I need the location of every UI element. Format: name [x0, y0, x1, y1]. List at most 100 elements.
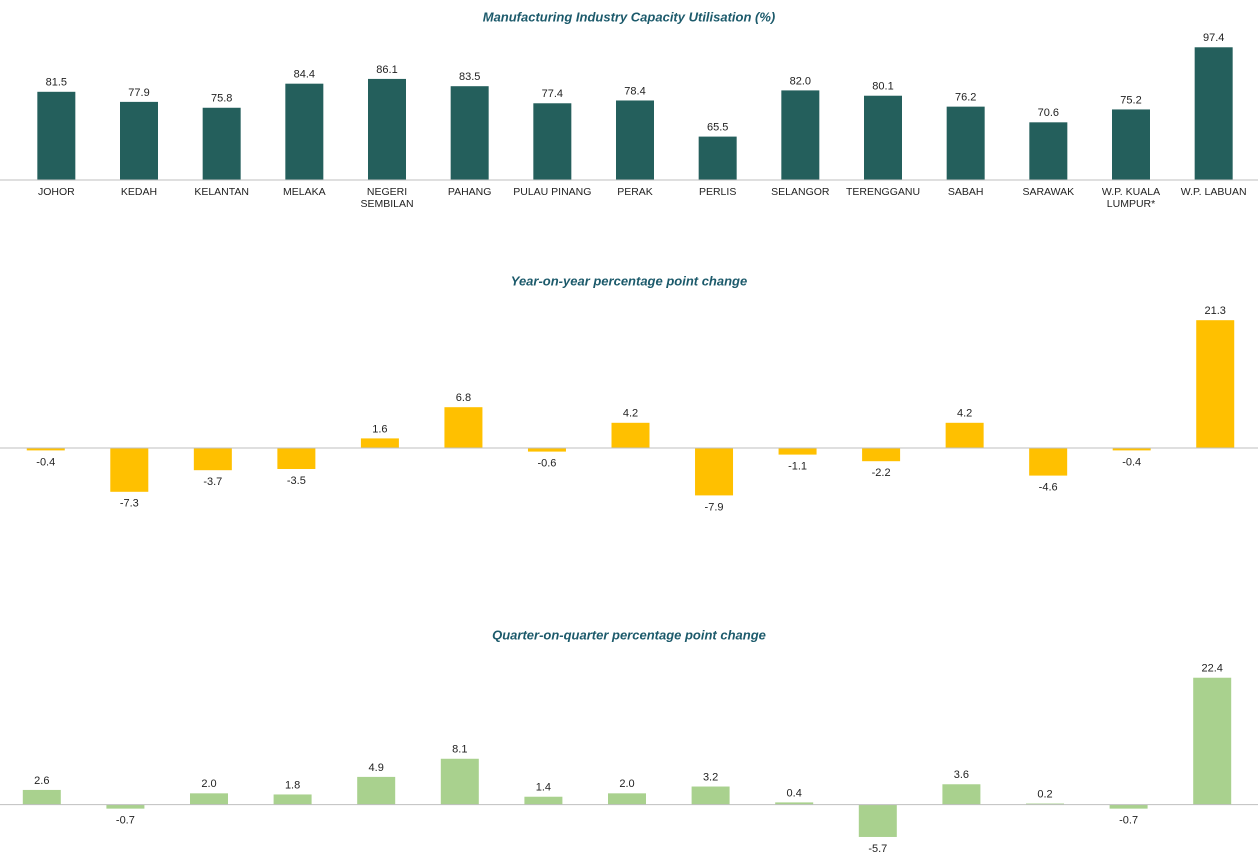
- bar: [277, 448, 316, 469]
- bar: [524, 796, 563, 805]
- bar: [120, 101, 158, 180]
- x-tick-label: SARAWAK: [1022, 186, 1075, 198]
- x-tick-label: KELANTAN: [194, 186, 249, 198]
- bar: [1029, 122, 1068, 180]
- bar: [864, 95, 902, 180]
- data-label: -3.7: [203, 476, 222, 488]
- chart-title: Year-on-year percentage point change: [511, 273, 747, 288]
- data-label: 75.2: [1120, 94, 1141, 106]
- data-label: -7.9: [705, 501, 724, 513]
- data-label: 3.6: [954, 769, 969, 781]
- data-label: -1.1: [788, 461, 807, 473]
- bar: [858, 804, 897, 837]
- x-tick-label: W.P. KUALA LUMPUR*: [1101, 186, 1161, 210]
- bar: [368, 78, 406, 180]
- bar: [1193, 677, 1232, 805]
- bar: [698, 136, 737, 180]
- data-label: 97.4: [1203, 32, 1224, 44]
- x-tick-label: PERLIS: [698, 186, 737, 198]
- data-label: 0.4: [787, 787, 802, 799]
- data-label: 8.1: [452, 744, 467, 756]
- bar: [1112, 448, 1151, 451]
- bar: [190, 793, 228, 805]
- bar: [357, 776, 396, 805]
- data-label: 3.2: [703, 771, 718, 783]
- bar: [285, 83, 324, 180]
- data-label: -0.7: [1119, 815, 1138, 827]
- x-tick-label: NEGERI SEMBILAN: [360, 186, 414, 210]
- data-label: 75.8: [211, 93, 232, 105]
- bar: [106, 804, 145, 809]
- data-label: -3.5: [287, 475, 306, 487]
- bar: [611, 422, 650, 448]
- data-label: 2.0: [619, 778, 634, 790]
- data-label: 2.6: [34, 775, 49, 787]
- bar: [616, 100, 654, 180]
- data-label: 84.4: [294, 69, 315, 81]
- chart-title: Quarter-on-quarter percentage point chan…: [492, 627, 766, 642]
- bar: [862, 448, 901, 462]
- x-tick-label: JOHOR: [37, 186, 75, 198]
- data-label: 80.1: [872, 81, 893, 93]
- bar: [1194, 47, 1233, 180]
- data-label: 22.4: [1201, 663, 1222, 675]
- data-label: 78.4: [624, 85, 645, 97]
- data-label: 83.5: [459, 71, 480, 83]
- bar: [946, 106, 985, 180]
- bar: [778, 448, 817, 455]
- data-label: 4.2: [957, 408, 972, 420]
- bar: [1029, 448, 1068, 476]
- data-label: -4.6: [1039, 482, 1058, 494]
- x-tick-label: KEDAH: [120, 186, 158, 198]
- data-label: 21.3: [1205, 305, 1226, 317]
- bar: [691, 786, 730, 805]
- data-label: -7.3: [120, 498, 139, 510]
- data-label: 77.4: [542, 88, 563, 100]
- data-label: -0.6: [537, 458, 556, 470]
- bar: [450, 86, 489, 180]
- bar: [781, 90, 820, 180]
- bar: [110, 448, 149, 492]
- data-label: -5.7: [868, 843, 887, 855]
- x-tick-label: W.P. LABUAN: [1180, 186, 1247, 198]
- data-label: 1.4: [536, 782, 551, 794]
- data-label: -0.4: [1122, 456, 1141, 468]
- x-tick-label: PULAU PINANG: [513, 186, 592, 198]
- bar: [1109, 804, 1148, 809]
- data-label: 4.2: [623, 408, 638, 420]
- bar: [775, 802, 814, 805]
- data-label: 81.5: [46, 77, 67, 89]
- data-label: 82.0: [790, 75, 811, 87]
- data-label: 77.9: [128, 87, 149, 99]
- bar: [273, 794, 312, 805]
- bar: [1112, 109, 1150, 180]
- bar: [533, 103, 572, 180]
- bar: [193, 448, 232, 471]
- x-tick-label: SABAH: [947, 186, 984, 198]
- data-label: -2.2: [872, 467, 891, 479]
- data-label: 65.5: [707, 122, 728, 134]
- bar: [1196, 320, 1235, 448]
- chart-title: Manufacturing Industry Capacity Utilisat…: [483, 9, 776, 24]
- data-label: 1.6: [372, 423, 387, 435]
- bar: [942, 784, 981, 805]
- bar: [360, 438, 399, 448]
- data-label: 1.8: [285, 779, 300, 791]
- data-label: 70.6: [1038, 107, 1059, 119]
- x-tick-label: PAHANG: [447, 186, 492, 198]
- data-label: 86.1: [376, 64, 397, 76]
- data-label: 4.9: [369, 762, 384, 774]
- data-label: 76.2: [955, 92, 976, 104]
- bar: [527, 448, 566, 452]
- data-label: -0.4: [36, 456, 55, 468]
- bar: [444, 407, 483, 448]
- data-label: 2.0: [201, 778, 216, 790]
- bar: [945, 422, 984, 448]
- data-label: 0.2: [1037, 788, 1052, 800]
- bar: [37, 91, 76, 180]
- data-label: -0.7: [116, 815, 135, 827]
- x-tick-label: PERAK: [617, 186, 653, 198]
- bar: [1026, 803, 1064, 805]
- x-tick-label: SELANGOR: [771, 186, 830, 198]
